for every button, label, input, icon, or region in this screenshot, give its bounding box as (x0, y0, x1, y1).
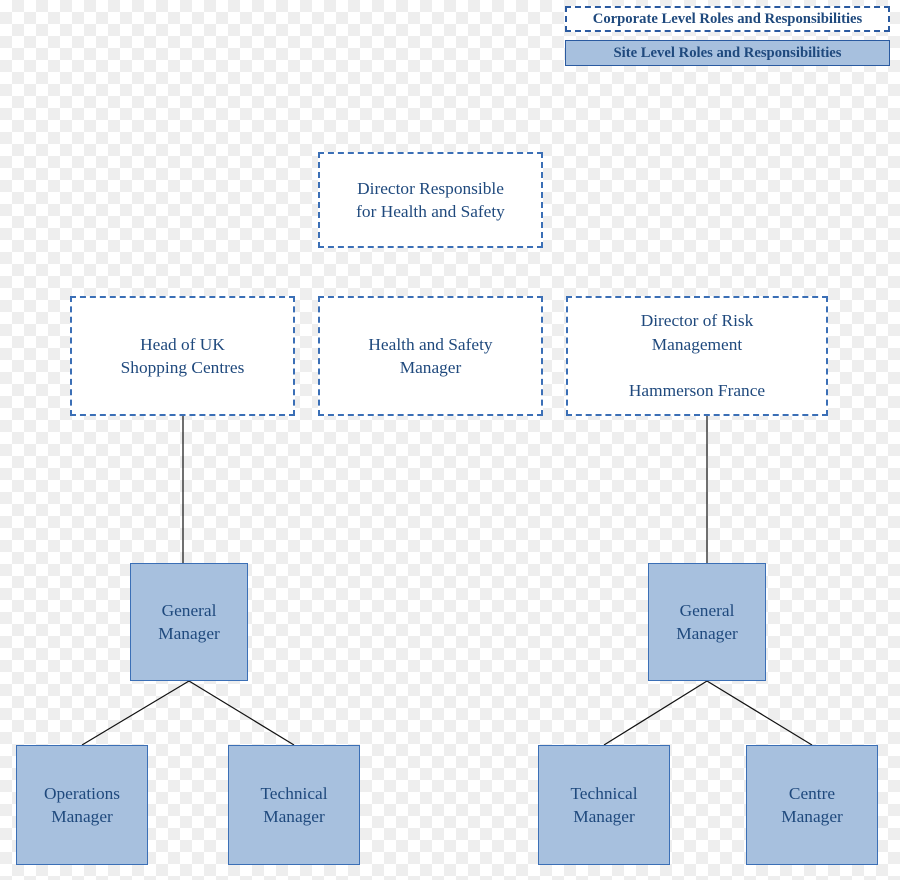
node-centre-manager: Centre Manager (746, 745, 878, 865)
node-label-legend-corporate: Corporate Level Roles and Responsibiliti… (593, 11, 863, 28)
node-label-head-uk: Head of UK Shopping Centres (121, 333, 245, 380)
node-label-ops-manager: Operations Manager (44, 782, 120, 829)
legend-site: Site Level Roles and Responsibilities (565, 40, 890, 66)
legend-corporate: Corporate Level Roles and Responsibiliti… (565, 6, 890, 32)
node-label-director-risk: Director of Risk Management Hammerson Fr… (629, 309, 765, 403)
node-hs-manager: Health and Safety Manager (318, 296, 543, 416)
node-gm-right: General Manager (648, 563, 766, 681)
node-head-uk: Head of UK Shopping Centres (70, 296, 295, 416)
node-tech-manager-right: Technical Manager (538, 745, 670, 865)
node-director-risk: Director of Risk Management Hammerson Fr… (566, 296, 828, 416)
edge-gm-right-centre-manager (707, 681, 812, 745)
node-ops-manager: Operations Manager (16, 745, 148, 865)
edge-gm-left-ops-manager (82, 681, 189, 745)
node-gm-left: General Manager (130, 563, 248, 681)
node-tech-manager-left: Technical Manager (228, 745, 360, 865)
node-label-gm-left: General Manager (158, 599, 220, 646)
node-label-hs-manager: Health and Safety Manager (368, 333, 492, 380)
node-label-legend-site: Site Level Roles and Responsibilities (613, 45, 841, 62)
node-label-tech-manager-left: Technical Manager (260, 782, 327, 829)
node-label-director-hs: Director Responsible for Health and Safe… (356, 177, 505, 224)
node-director-hs: Director Responsible for Health and Safe… (318, 152, 543, 248)
node-label-tech-manager-right: Technical Manager (570, 782, 637, 829)
node-label-gm-right: General Manager (676, 599, 738, 646)
edge-gm-right-tech-manager-right (604, 681, 707, 745)
node-label-centre-manager: Centre Manager (781, 782, 843, 829)
edge-gm-left-tech-manager-left (189, 681, 294, 745)
